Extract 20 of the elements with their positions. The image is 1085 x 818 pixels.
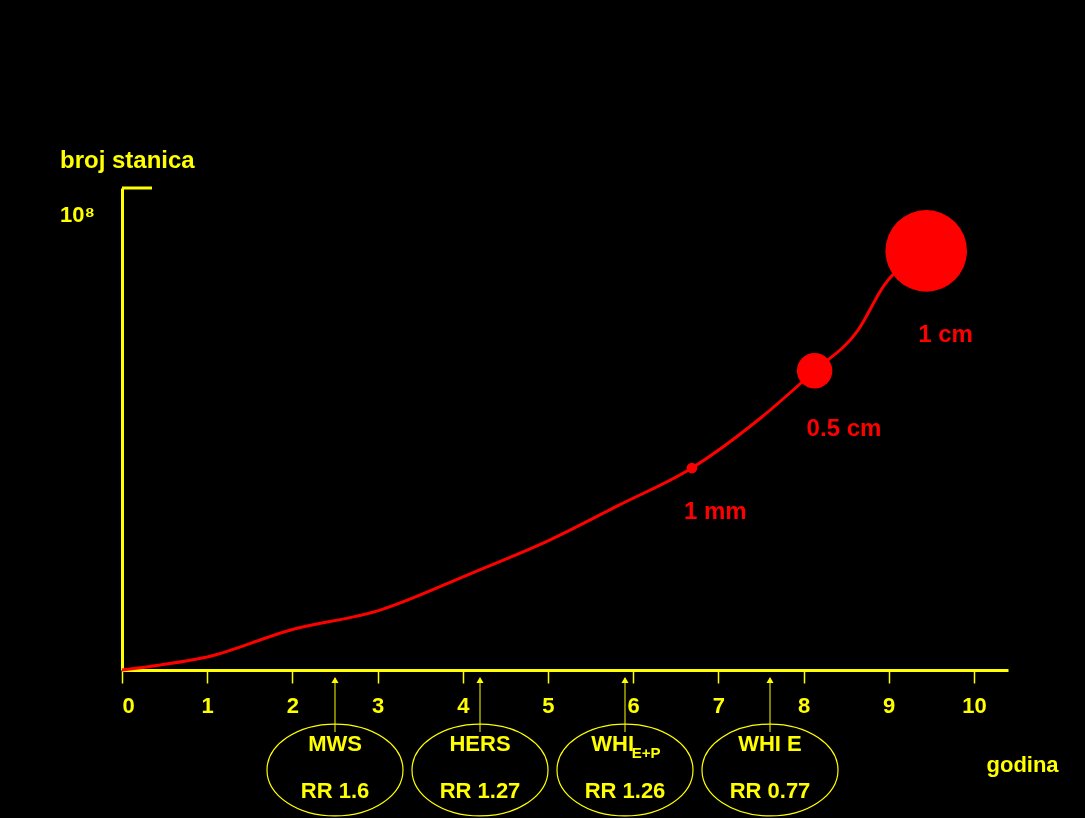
x-tick-label: 6 <box>627 692 640 718</box>
text: HERS RR 1.27 <box>439 731 521 803</box>
x-tick-label: 5 <box>542 692 555 718</box>
x-tick-label: 3 <box>371 692 385 718</box>
text: 10⁸ <box>60 202 95 227</box>
x-axis-title: godina <box>986 751 1060 777</box>
x-tick-label: 2 <box>286 692 300 718</box>
text: WHI E RR 0.77 <box>729 731 811 803</box>
annotation: 1 mm <box>683 496 747 524</box>
x-tick-label: 0 <box>122 692 135 718</box>
x-tick-label: 8 <box>797 692 811 718</box>
x-tick-label: 7 <box>712 692 725 718</box>
annotation: 0.5 cm <box>806 413 882 441</box>
x-tick-label: 4 <box>457 692 471 718</box>
y-axis-title: broj stanica <box>60 146 196 173</box>
x-tick-label: 9 <box>883 692 896 718</box>
text: MWS RR 1.6 <box>300 731 370 803</box>
x-tick-label: 1 <box>201 692 214 718</box>
x-tick-label: 10 <box>962 692 987 718</box>
annotation: 1 cm <box>918 319 973 347</box>
